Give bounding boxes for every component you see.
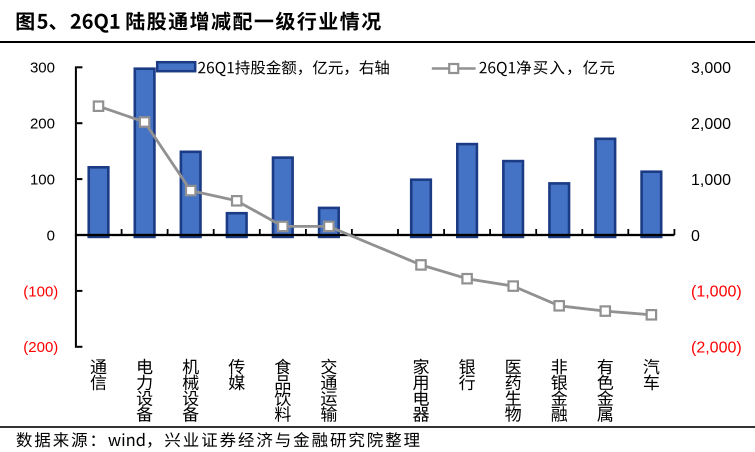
svg-text:3,000: 3,000: [691, 60, 731, 77]
svg-text:(200): (200): [23, 339, 58, 356]
svg-text:200: 200: [30, 116, 55, 133]
svg-text:2,000: 2,000: [691, 116, 731, 133]
svg-text:(100): (100): [23, 283, 58, 300]
svg-text:0: 0: [691, 228, 700, 245]
svg-text:300: 300: [30, 60, 55, 77]
svg-text:1,000: 1,000: [691, 172, 731, 189]
svg-text:(2,000): (2,000): [691, 340, 742, 357]
svg-text:(1,000): (1,000): [691, 284, 742, 301]
svg-text:0: 0: [47, 227, 55, 244]
svg-text:100: 100: [30, 172, 55, 189]
